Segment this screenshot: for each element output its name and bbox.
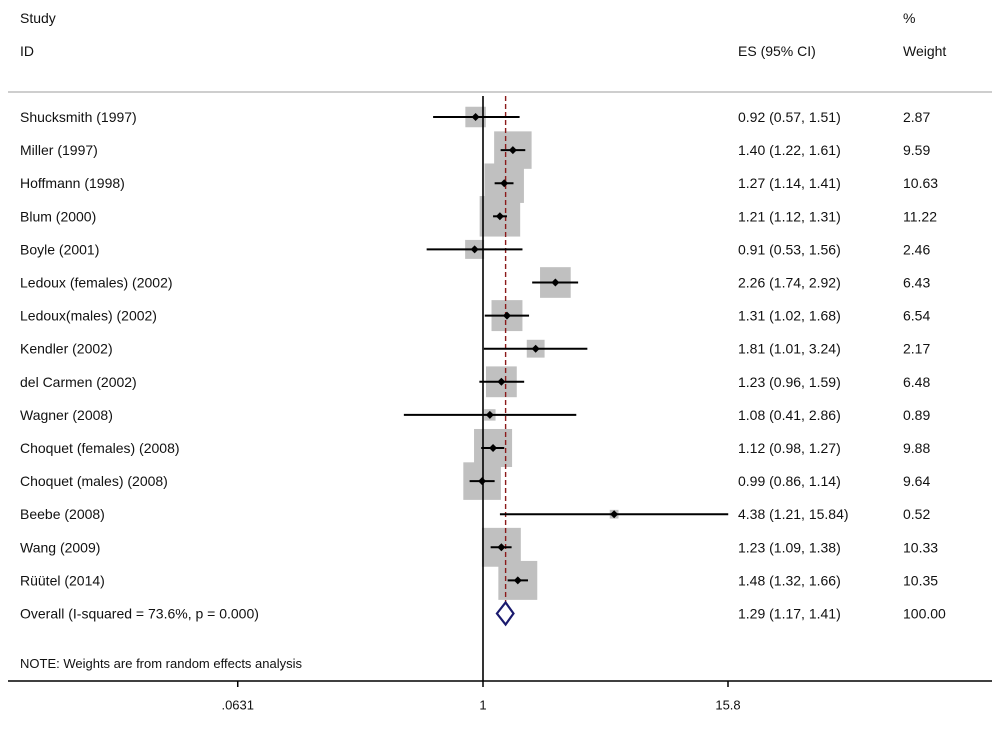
study-name: Boyle (2001): [20, 241, 99, 257]
point-estimate: [610, 510, 619, 519]
effect-size-ci: 0.92 (0.57, 1.51): [738, 109, 841, 125]
effect-size-ci: 1.23 (1.09, 1.38): [738, 539, 841, 555]
effect-size-ci: 1.81 (1.01, 3.24): [738, 341, 841, 357]
point-estimate: [502, 311, 511, 320]
point-estimate: [478, 477, 487, 486]
study-name: Shucksmith (1997): [20, 109, 137, 125]
point-estimate: [500, 179, 509, 188]
point-estimate: [531, 344, 540, 353]
study-weight: 11.22: [903, 208, 937, 224]
x-axis-tick-label: 1: [479, 698, 486, 713]
study-name: Kendler (2002): [20, 341, 113, 357]
effect-size-ci: 1.27 (1.14, 1.41): [738, 175, 841, 191]
percent-column-header: %: [903, 10, 916, 26]
study-weight: 2.46: [903, 241, 930, 257]
overall-label: Overall (I-squared = 73.6%, p = 0.000): [20, 606, 259, 622]
study-name: Wang (2009): [20, 539, 100, 555]
study-weight: 9.64: [903, 473, 930, 489]
study-weight: 0.89: [903, 407, 930, 423]
point-estimate: [485, 410, 494, 419]
point-estimate: [489, 444, 498, 452]
effect-size-ci: 0.99 (0.86, 1.14): [738, 473, 841, 489]
x-axis-tick-label: .0631: [221, 698, 254, 713]
study-name: Choquet (males) (2008): [20, 473, 168, 489]
study-weight: 10.33: [903, 539, 938, 555]
effect-size-ci: 1.12 (0.98, 1.27): [738, 440, 841, 456]
study-name: Beebe (2008): [20, 506, 105, 522]
effect-size-ci: 1.08 (0.41, 2.86): [738, 407, 841, 423]
point-estimate: [497, 543, 506, 552]
study-weight: 6.54: [903, 308, 930, 324]
point-estimate: [497, 377, 506, 386]
study-weight: 6.48: [903, 374, 930, 390]
study-column-header: Study: [20, 10, 56, 26]
point-estimate: [495, 212, 504, 221]
study-name: Ledoux(males) (2002): [20, 308, 157, 324]
point-estimate: [513, 576, 522, 585]
id-column-header: ID: [20, 43, 34, 59]
study-name: Choquet (females) (2008): [20, 440, 180, 456]
study-weight: 2.87: [903, 109, 930, 125]
point-estimate: [470, 245, 479, 254]
weight-column-header: Weight: [903, 43, 947, 59]
effect-size-ci: 2.26 (1.74, 2.92): [738, 275, 841, 291]
overall-diamond: [495, 600, 515, 627]
effect-size-ci: 1.48 (1.32, 1.66): [738, 572, 841, 588]
study-weight: 9.88: [903, 440, 930, 456]
study-name: Ledoux (females) (2002): [20, 275, 173, 291]
weights-note: NOTE: Weights are from random effects an…: [20, 656, 303, 671]
study-weight: 2.17: [903, 341, 930, 357]
study-name: Wagner (2008): [20, 407, 113, 423]
study-name: del Carmen (2002): [20, 374, 137, 390]
overall-weight: 100.00: [903, 606, 946, 622]
es-column-header: ES (95% CI): [738, 43, 816, 59]
effect-size-ci: 1.40 (1.22, 1.61): [738, 142, 841, 158]
effect-size-ci: 4.38 (1.21, 15.84): [738, 506, 849, 522]
study-name: Blum (2000): [20, 208, 96, 224]
study-name: Rüütel (2014): [20, 572, 105, 588]
study-name: Miller (1997): [20, 142, 98, 158]
study-weight: 9.59: [903, 142, 930, 158]
point-estimate: [508, 146, 517, 155]
effect-size-ci: 1.23 (0.96, 1.59): [738, 374, 841, 390]
study-weight: 10.63: [903, 175, 938, 191]
effect-size-ci: 1.21 (1.12, 1.31): [738, 208, 841, 224]
point-estimate: [471, 113, 480, 121]
effect-size-ci: 0.91 (0.53, 1.56): [738, 241, 841, 257]
study-name: Hoffmann (1998): [20, 175, 125, 191]
study-weight: 0.52: [903, 506, 930, 522]
point-estimate: [551, 278, 560, 287]
overall-effect-size-ci: 1.29 (1.17, 1.41): [738, 606, 841, 622]
study-weight: 10.35: [903, 572, 938, 588]
study-weight: 6.43: [903, 275, 930, 291]
effect-size-ci: 1.31 (1.02, 1.68): [738, 308, 841, 324]
x-axis-tick-label: 15.8: [715, 698, 740, 713]
